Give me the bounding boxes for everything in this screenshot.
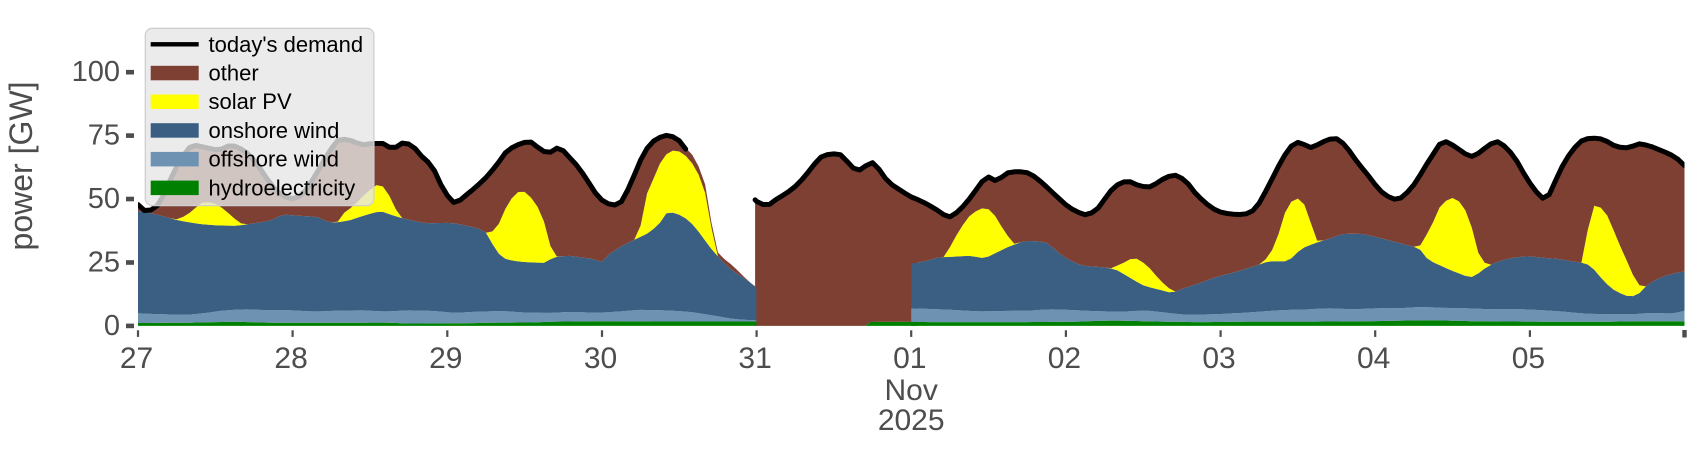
svg-text:03: 03 [1202,342,1235,375]
svg-text:29: 29 [429,342,462,375]
svg-text:27: 27 [120,342,153,375]
svg-text:75: 75 [88,120,120,152]
svg-text:25: 25 [88,247,120,279]
svg-text:other: other [209,61,259,86]
svg-text:02: 02 [1048,342,1081,375]
svg-text:28: 28 [274,342,307,375]
svg-text:hydroelectricity: hydroelectricity [209,175,356,200]
svg-text:04: 04 [1357,342,1390,375]
svg-text:05: 05 [1512,342,1545,375]
svg-text:today's demand: today's demand [209,32,364,57]
svg-text:0: 0 [104,310,120,342]
svg-text:2025: 2025 [878,404,945,437]
svg-text:power [GW]: power [GW] [3,82,39,251]
svg-text:31: 31 [738,342,771,375]
svg-text:30: 30 [584,342,617,375]
svg-text:100: 100 [72,56,120,88]
svg-text:onshore wind: onshore wind [209,118,340,143]
svg-text:01: 01 [893,342,926,375]
svg-text:solar PV: solar PV [209,89,292,114]
svg-text:50: 50 [88,183,120,215]
svg-text:offshore wind: offshore wind [209,147,339,172]
svg-text:Nov: Nov [885,374,938,407]
